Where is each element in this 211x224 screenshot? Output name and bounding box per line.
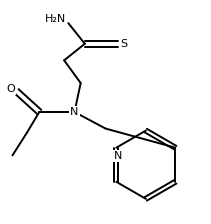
Text: N: N [70,107,79,117]
Text: N: N [114,151,123,161]
Text: H₂N: H₂N [45,14,66,24]
Text: O: O [6,84,15,94]
Text: S: S [120,39,128,49]
